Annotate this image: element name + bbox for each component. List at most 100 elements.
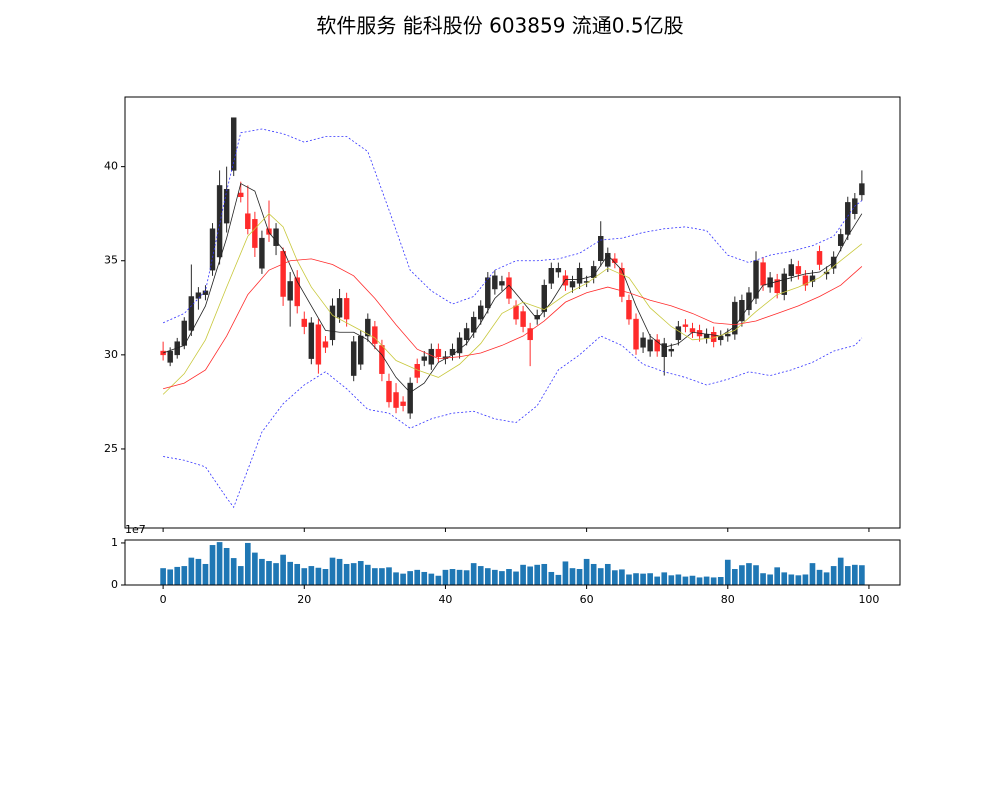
- volume-bar: [562, 561, 569, 585]
- volume-bar: [760, 573, 766, 585]
- volume-bar: [506, 569, 512, 585]
- volume-bar: [527, 566, 533, 585]
- volume-bar: [823, 572, 830, 585]
- volume-bar: [654, 576, 661, 585]
- volume-bar: [322, 569, 329, 585]
- candle-body: [407, 382, 413, 414]
- volume-bar: [612, 570, 618, 585]
- volume-bar: [477, 566, 484, 585]
- candle-body: [506, 277, 512, 299]
- candle-body: [767, 277, 773, 288]
- volume-bar: [202, 563, 209, 585]
- candle-body: [216, 185, 223, 258]
- candle-body: [675, 326, 682, 341]
- candle-body: [202, 290, 209, 295]
- candle-body: [329, 305, 336, 341]
- volume-bar: [216, 542, 223, 585]
- candle-body: [633, 318, 639, 350]
- candle-body: [470, 316, 477, 333]
- volume-bar: [449, 569, 456, 585]
- candle-body: [802, 275, 809, 286]
- volume-bar: [237, 566, 244, 585]
- volume-bar: [597, 568, 604, 585]
- y-tick-label: 35: [104, 254, 118, 267]
- candle-body: [280, 251, 286, 297]
- candle-body: [859, 183, 865, 196]
- volume-bar: [732, 569, 738, 585]
- volume-bar: [569, 568, 576, 585]
- volume-bar: [717, 577, 724, 585]
- candle-body: [478, 305, 484, 320]
- indicator-line: [163, 258, 863, 390]
- candle-body: [195, 292, 202, 299]
- volume-bar: [167, 569, 173, 585]
- volume-bar: [273, 563, 279, 585]
- candle-body: [746, 292, 752, 310]
- candle-body: [619, 268, 625, 297]
- candle-body: [654, 339, 660, 352]
- y-tick-label: 40: [104, 160, 118, 173]
- volume-bar: [499, 571, 505, 585]
- candle-body: [485, 277, 491, 309]
- volume-bar: [315, 567, 322, 585]
- volume-bar: [844, 566, 851, 585]
- candle-body: [668, 348, 675, 352]
- candle-body: [435, 348, 442, 357]
- volume-bar: [400, 573, 406, 585]
- volume-bar: [195, 558, 202, 585]
- candle-body: [781, 273, 787, 295]
- volume-bar: [837, 557, 844, 585]
- volume-bar: [520, 564, 526, 585]
- candle-body: [238, 192, 244, 198]
- candle-body: [372, 326, 378, 344]
- candle-body: [598, 236, 604, 261]
- candle-body: [301, 318, 308, 327]
- volume-bar: [181, 566, 188, 585]
- candle-body: [252, 219, 258, 248]
- volume-bar: [816, 569, 823, 585]
- volume-bar: [626, 574, 632, 585]
- candle-body: [379, 345, 385, 374]
- volume-bar: [287, 561, 293, 585]
- candle-body: [245, 213, 251, 229]
- candle-body: [541, 284, 547, 312]
- y-tick-label: 30: [104, 348, 118, 361]
- candle-body: [837, 234, 844, 246]
- volume-bar: [456, 569, 463, 585]
- volume-bar: [329, 557, 336, 585]
- candle-body: [463, 328, 470, 341]
- volume-bar: [266, 561, 272, 585]
- candle-body: [520, 311, 526, 327]
- volume-bar: [372, 568, 378, 585]
- candle-body: [273, 228, 279, 246]
- y-tick-label: 0: [111, 578, 118, 591]
- volume-bar: [364, 564, 371, 585]
- candle-body: [499, 281, 505, 286]
- volume-bar: [209, 545, 216, 585]
- candle-body: [421, 356, 427, 361]
- volume-bar: [576, 569, 583, 585]
- volume-bar: [223, 547, 230, 585]
- candle-body: [605, 252, 611, 267]
- y-tick-label: 1: [111, 536, 118, 549]
- volume-bar: [604, 563, 611, 585]
- chart-title: 软件服务 能科股份 603859 流通0.5亿股: [316, 14, 683, 38]
- volume-bar: [174, 566, 181, 585]
- volume-bar: [470, 563, 477, 585]
- candle-body: [760, 262, 766, 286]
- candle-body: [640, 337, 646, 348]
- candle-body: [753, 260, 759, 299]
- candle-body: [230, 117, 237, 171]
- volume-bar: [350, 563, 357, 585]
- volume-bar: [859, 565, 865, 585]
- candle-body: [647, 339, 653, 352]
- x-tick-label: 40: [438, 593, 452, 606]
- offset-label: 1e7: [125, 523, 146, 536]
- volume-bar: [435, 575, 442, 585]
- y-tick-label: 25: [104, 442, 118, 455]
- candle-body: [555, 268, 562, 273]
- volume-bar: [428, 573, 435, 585]
- volume-bar: [689, 575, 696, 585]
- volume-bar: [809, 563, 816, 585]
- volume-bar: [308, 566, 315, 585]
